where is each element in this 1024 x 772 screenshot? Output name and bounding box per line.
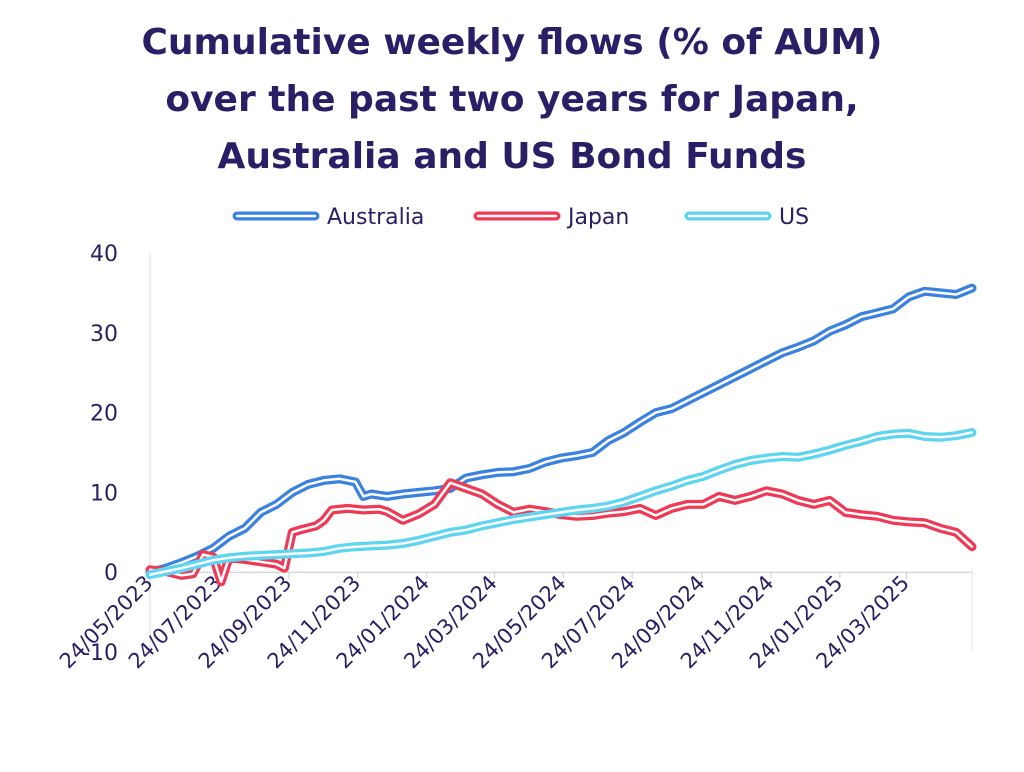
legend-label: US: [779, 205, 809, 230]
y-tick-label: 30: [90, 322, 118, 347]
series-line-inner: [148, 481, 974, 584]
y-tick-label: 0: [104, 561, 118, 586]
series-line-outer: [145, 283, 977, 577]
chart-title: Cumulative weekly flows (% of AUM) over …: [0, 14, 1024, 185]
series-line-inner: [148, 431, 974, 576]
y-tick-label: 10: [90, 481, 118, 506]
chart-title-line: Australia and US Bond Funds: [217, 136, 807, 177]
chart-title-line: over the past two years for Japan,: [165, 79, 859, 120]
y-tick-label: 20: [90, 402, 118, 427]
chart-title-line: Cumulative weekly flows (% of AUM): [141, 22, 883, 63]
series-line-outer: [145, 478, 977, 587]
y-tick-label: -10: [82, 641, 118, 666]
legend-label: Australia: [327, 205, 424, 230]
y-tick-label: 40: [90, 242, 118, 267]
legend-label: Japan: [566, 205, 629, 230]
series-line-inner: [148, 286, 974, 574]
